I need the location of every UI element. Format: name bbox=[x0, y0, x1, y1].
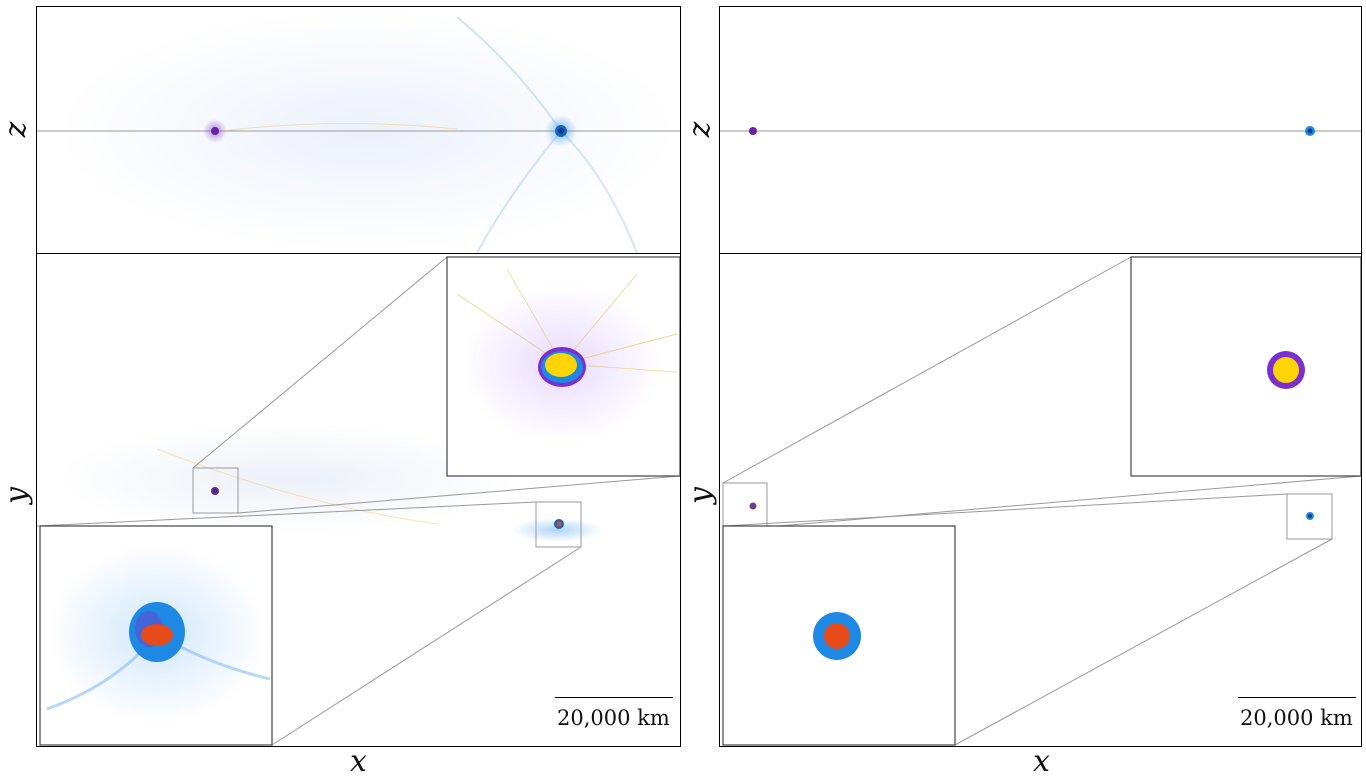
zoom-box-purple bbox=[192, 467, 239, 514]
right-x-axis-label: x bbox=[1033, 744, 1050, 779]
zoom-connector bbox=[271, 546, 582, 746]
zoom-connector bbox=[722, 493, 1288, 527]
right-top-plot bbox=[720, 126, 1361, 136]
blue-body-core bbox=[1308, 514, 1312, 518]
blue-body-core bbox=[558, 128, 564, 134]
tidal-arm bbox=[476, 130, 562, 253]
debris-stream bbox=[221, 122, 458, 132]
scale-bar-label: 20,000 km bbox=[1240, 706, 1353, 730]
zoom-box-blue bbox=[535, 501, 582, 548]
debris-stream bbox=[156, 448, 438, 525]
purple-body bbox=[749, 127, 757, 135]
purple-body bbox=[211, 487, 219, 495]
core-yellow bbox=[1273, 357, 1299, 383]
scale-bar-label: 20,000 km bbox=[557, 706, 670, 730]
zoom-connector bbox=[766, 475, 1361, 528]
zoom-connector bbox=[237, 475, 680, 514]
left-top-plot bbox=[37, 11, 680, 253]
tidal-arm bbox=[456, 16, 562, 132]
inset-purple-zoom bbox=[1130, 256, 1361, 477]
blue-body-core bbox=[1307, 128, 1313, 134]
zoom-connector bbox=[37, 501, 537, 527]
zoom-connector bbox=[192, 256, 448, 469]
inset-blue-zoom bbox=[722, 525, 956, 746]
zoom-box-blue bbox=[1286, 493, 1333, 540]
right-bottom-frame: 20,000 km bbox=[719, 253, 1362, 747]
left-x-axis-label: x bbox=[350, 744, 367, 779]
zoom-box-purple bbox=[722, 482, 768, 528]
inset-blue-zoom bbox=[39, 525, 273, 746]
left-y-axis-label: y bbox=[0, 487, 34, 504]
left-top-frame bbox=[36, 6, 681, 254]
right-z-axis-label: z bbox=[682, 121, 718, 138]
left-z-axis-label: z bbox=[0, 121, 34, 138]
purple-body bbox=[211, 127, 219, 135]
right-top-frame bbox=[719, 6, 1362, 254]
purple-body bbox=[749, 502, 757, 510]
right-y-axis-label: y bbox=[682, 487, 718, 504]
core-orange bbox=[824, 623, 850, 649]
blue-body-core bbox=[556, 521, 562, 527]
inset-purple-zoom bbox=[446, 256, 680, 477]
zoom-connector bbox=[722, 256, 1132, 484]
right-bottom-plot bbox=[722, 256, 1361, 746]
left-bottom-plot bbox=[37, 256, 680, 746]
debris-cloud bbox=[57, 424, 517, 534]
blue-body-arc bbox=[512, 518, 602, 542]
core-orange bbox=[141, 624, 173, 646]
core-yellow bbox=[545, 353, 577, 377]
scale-bar bbox=[1238, 697, 1356, 698]
scale-bar bbox=[555, 697, 673, 698]
left-bottom-frame: 20,000 km bbox=[36, 253, 681, 747]
zoom-connector bbox=[954, 538, 1333, 746]
